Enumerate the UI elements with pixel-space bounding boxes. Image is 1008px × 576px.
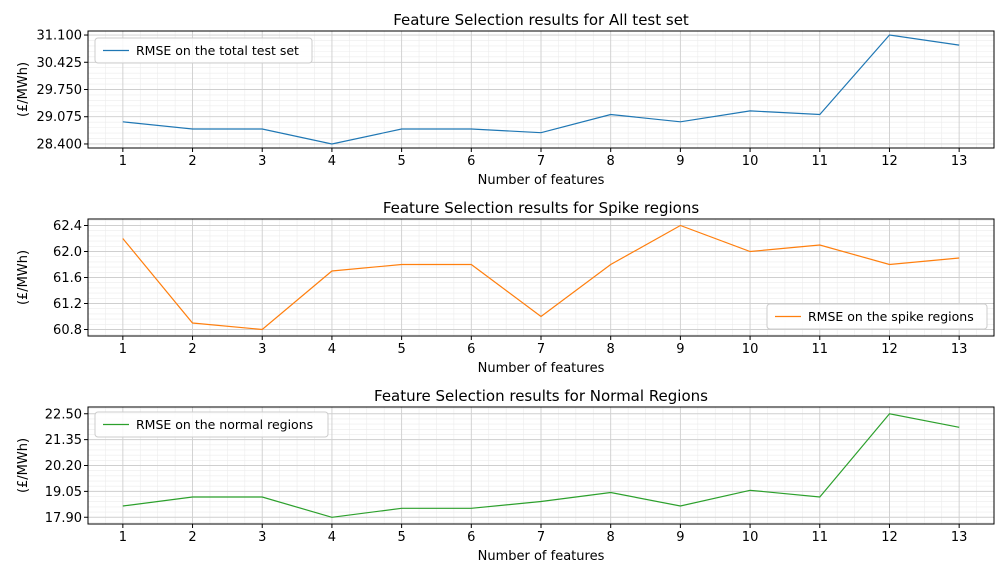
x-tick-label: 2 — [188, 342, 196, 357]
x-tick-label: 5 — [397, 154, 405, 169]
x-tick-label: 2 — [188, 530, 196, 545]
chart-panel-3: 1 2 3 4 5 6 7 8 9 10 11 12 1317.9019.0520.2021.3522.… — [16, 387, 995, 564]
x-tick-label: 11 — [811, 530, 828, 545]
series-line — [122, 34, 960, 145]
legend-label: RMSE on the total test set — [136, 43, 299, 58]
x-tick-label: 3 — [258, 342, 266, 357]
legend: RMSE on the total test set — [94, 37, 313, 64]
x-tick-label: 7 — [537, 342, 545, 357]
x-tick-label: 13 — [951, 530, 968, 545]
y-tick-label: 21.35 — [45, 433, 82, 448]
y-tick-label: 30.425 — [37, 56, 83, 71]
chart-title: Feature Selection results for Spike regi… — [383, 199, 700, 217]
legend: RMSE on the normal regions — [94, 411, 329, 438]
x-tick-label: 13 — [951, 154, 968, 169]
x-tick-label: 7 — [537, 530, 545, 545]
y-tick-label: 22.50 — [45, 407, 82, 422]
x-tick-label: 7 — [537, 154, 545, 169]
x-tick-label: 6 — [467, 154, 475, 169]
x-tick-label: 13 — [951, 342, 968, 357]
legend: RMSE on the spike regions — [766, 303, 988, 330]
x-tick-label: 12 — [881, 530, 898, 545]
x-tick-label: 8 — [607, 154, 615, 169]
x-tick-label: 1 — [119, 154, 127, 169]
x-tick-label: 5 — [397, 530, 405, 545]
x-axis-label: Number of features — [478, 173, 605, 188]
x-tick-label: 4 — [328, 530, 336, 545]
y-tick-label: 60.8 — [53, 323, 82, 338]
legend-label: RMSE on the normal regions — [136, 417, 313, 432]
y-axis-label: (£/MWh) — [16, 438, 31, 493]
x-tick-label: 4 — [328, 154, 336, 169]
x-tick-label: 12 — [881, 154, 898, 169]
y-tick-label: 29.075 — [37, 110, 83, 125]
y-tick-label: 17.90 — [45, 511, 82, 526]
y-tick-label: 19.05 — [45, 485, 82, 500]
y-tick-label: 20.20 — [45, 459, 82, 474]
chart-panel-1: 1 2 3 4 5 6 7 8 9 10 11 12 1328.40029.07529.75030.42… — [16, 11, 995, 188]
x-tick-label: 4 — [328, 342, 336, 357]
x-axis-label: Number of features — [478, 361, 605, 376]
y-tick-label: 61.2 — [53, 297, 82, 312]
x-tick-label: 10 — [742, 530, 759, 545]
x-tick-label: 5 — [397, 342, 405, 357]
y-tick-label: 31.100 — [37, 29, 83, 44]
legend-box — [94, 37, 313, 64]
x-tick-label: 6 — [467, 530, 475, 545]
chart-title: Feature Selection results for All test s… — [393, 11, 689, 29]
x-tick-label: 9 — [676, 154, 684, 169]
x-tick-label: 1 — [119, 530, 127, 545]
y-tick-label: 61.6 — [53, 271, 82, 286]
legend-label: RMSE on the spike regions — [808, 309, 974, 324]
x-axis-label: Number of features — [478, 549, 605, 564]
y-axis-label: (£/MWh) — [16, 62, 31, 117]
x-tick-label: 12 — [881, 342, 898, 357]
y-axis-label: (£/MWh) — [16, 250, 31, 305]
x-tick-label: 10 — [742, 342, 759, 357]
y-tick-label: 28.400 — [37, 137, 83, 152]
x-tick-label: 11 — [811, 154, 828, 169]
y-tick-label: 29.750 — [37, 83, 83, 98]
x-tick-label: 9 — [676, 342, 684, 357]
x-tick-label: 8 — [607, 342, 615, 357]
x-tick-label: 3 — [258, 154, 266, 169]
x-tick-label: 3 — [258, 530, 266, 545]
x-tick-label: 11 — [811, 342, 828, 357]
x-tick-label: 10 — [742, 154, 759, 169]
legend-box — [94, 411, 329, 438]
x-tick-label: 2 — [188, 154, 196, 169]
x-tick-label: 6 — [467, 342, 475, 357]
chart-title: Feature Selection results for Normal Reg… — [374, 387, 708, 405]
y-tick-label: 62.4 — [53, 219, 82, 234]
x-tick-label: 8 — [607, 530, 615, 545]
x-tick-label: 9 — [676, 530, 684, 545]
x-tick-label: 1 — [119, 342, 127, 357]
y-tick-label: 62.0 — [53, 245, 82, 260]
chart-panel-2: 1 2 3 4 5 6 7 8 9 10 11 12 1360.861.261.662.062.4Fea… — [16, 199, 995, 376]
legend-box — [766, 303, 988, 330]
